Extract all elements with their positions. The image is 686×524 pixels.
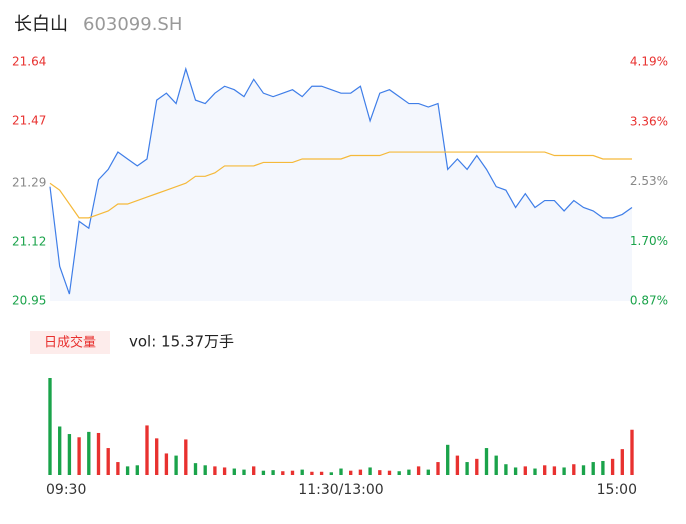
volume-bar [155,438,159,475]
volume-bar [164,453,169,475]
volume-bar [533,468,537,475]
y-tick-label: 21.29 [12,176,46,190]
volume-bar [397,471,401,475]
volume-bar [339,468,343,475]
volume-bar [562,467,566,475]
volume-bar [87,431,91,475]
volume-bar [455,455,460,475]
volume-bar [116,462,120,475]
volume-title: 日成交量 [44,335,96,351]
stock-code: 603099.SH [83,14,182,35]
volume-bar [630,429,634,475]
volume-bar [543,465,547,475]
volume-bar [125,466,130,475]
y-tick-label: 21.12 [12,235,46,249]
volume-bar [271,470,275,475]
volume-bar [58,426,62,475]
volume-bar [310,471,314,475]
volume-bar [290,470,295,475]
y-tick-label: 20.95 [12,294,46,308]
volume-bar [368,467,372,475]
volume-bar [193,463,198,475]
y2-tick-label: 0.87% [630,294,668,308]
volume-bar [494,455,498,475]
volume-bar [96,432,101,475]
volume-bar [48,378,52,475]
volume-bar [349,470,353,475]
stock-name: 长白山 [14,14,68,35]
volume-bar [416,466,421,475]
y2-tick-label: 1.70% [630,234,668,248]
volume-badge [30,331,110,354]
volume-bar [319,471,324,475]
volume-bar [504,464,508,475]
y2-tick-label: 2.53% [630,174,668,188]
volume-bar [261,470,266,475]
average-line [49,151,632,219]
x-tick-label: 15:00 [597,482,637,498]
volume-bar [106,448,110,475]
volume-label: vol: 15.37万手 [129,333,234,351]
volume-bar [174,455,178,475]
volume-bar [378,470,382,475]
volume-bar [213,466,217,475]
volume-bar [329,472,333,475]
volume-bar [572,464,576,475]
x-tick-label: 09:30 [46,482,86,498]
volume-bar [552,466,557,475]
volume-bar [484,448,489,475]
volume-bar [135,465,139,475]
volume-bar [513,467,518,475]
volume-bar [145,425,149,475]
volume-bar [232,468,236,475]
volume-bar [620,449,624,475]
volume-bar [203,465,207,475]
volume-bar [387,470,392,475]
volume-bar [358,469,363,475]
volume-bar [446,444,450,475]
x-tick-label: 11:30/13:00 [298,482,383,498]
volume-bar [465,462,469,475]
volume-bar [222,467,227,475]
volume-bar [407,469,411,475]
volume-bar [184,439,188,475]
volume-bar [581,465,586,475]
volume-bar [601,460,605,475]
y2-tick-label: 3.36% [630,114,668,128]
y-tick-label: 21.64 [12,55,46,69]
y-tick-label: 21.47 [12,113,46,127]
volume-bar [475,458,479,475]
price-line [49,66,633,295]
y2-tick-label: 4.19% [630,55,668,69]
price-area [50,68,632,301]
volume-bar [252,466,256,475]
volume-bar [523,466,527,475]
volume-bar [436,462,440,475]
volume-bar [591,462,595,475]
volume-bar [610,458,615,475]
volume-bar [77,437,81,475]
volume-bar [300,469,304,475]
volume-bar [426,469,430,475]
volume-bar [281,471,285,475]
volume-bar [67,434,72,475]
volume-bar [242,469,246,475]
